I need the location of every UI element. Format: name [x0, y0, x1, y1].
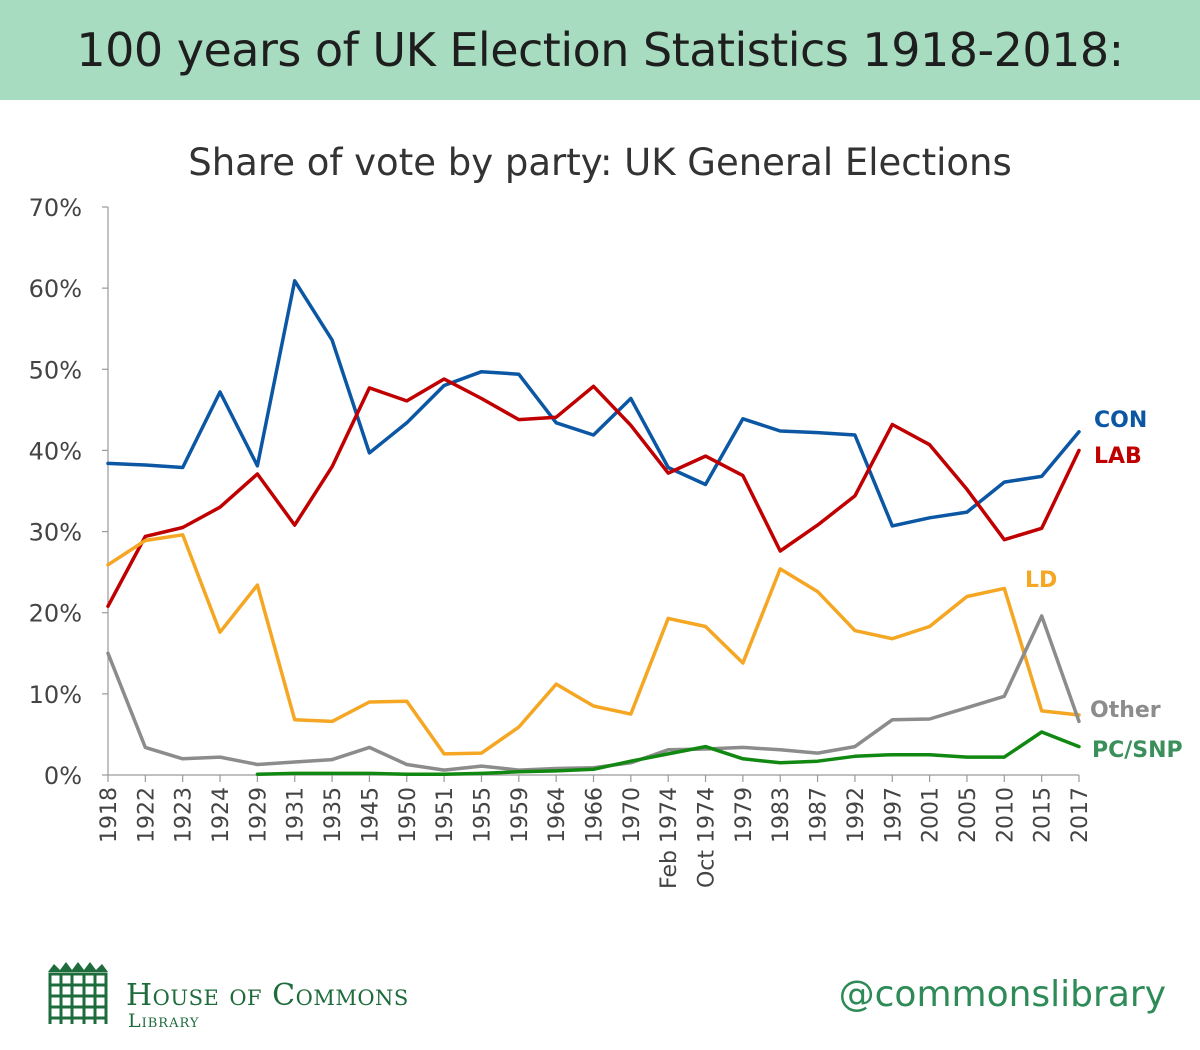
x-tick-label: 2010 — [993, 787, 1018, 843]
x-tick-label: 1922 — [134, 787, 159, 843]
series-line-other — [106, 614, 1081, 772]
x-tick-label: 1945 — [358, 787, 383, 843]
y-tick-label: 0% — [44, 762, 82, 790]
x-tick-label: Oct 1974 — [695, 787, 720, 888]
y-tick-label: 40% — [29, 437, 82, 465]
x-tick-label: 1959 — [508, 787, 533, 843]
y-tick-label: 10% — [29, 681, 82, 709]
chart-series — [106, 279, 1081, 776]
x-tick-label: 1924 — [209, 787, 234, 843]
x-tick-label: 1923 — [172, 787, 197, 843]
portcullis-icon — [48, 962, 108, 1024]
header-banner: 100 years of UK Election Statistics 1918… — [0, 0, 1200, 100]
series-line-pc-snp — [255, 730, 1081, 776]
x-tick-label: 1931 — [284, 787, 309, 843]
chart-title: Share of vote by party: UK General Elect… — [188, 141, 1012, 184]
twitter-handle[interactable]: @commonslibrary — [838, 974, 1166, 1015]
y-tick-label: 60% — [29, 275, 82, 303]
x-tick-label: 1955 — [470, 787, 495, 843]
x-tick-label: 1950 — [396, 787, 421, 843]
x-tick-label: 1970 — [620, 787, 645, 843]
series-label-lab: LAB — [1094, 444, 1142, 469]
x-tick-label: 1983 — [769, 787, 794, 843]
x-tick-label: 2005 — [956, 787, 981, 843]
banner-title: 100 years of UK Election Statistics 1918… — [76, 23, 1124, 77]
x-tick-label: Feb 1974 — [657, 787, 682, 889]
x-tick-label: 2015 — [1031, 787, 1056, 843]
x-tick-label: 1979 — [732, 787, 757, 843]
x-tick-label: 1987 — [807, 787, 832, 843]
y-tick-label: 30% — [29, 519, 82, 547]
x-tick-label: 1964 — [545, 787, 570, 843]
series-line-ld — [106, 533, 1081, 756]
series-label-other: Other — [1090, 698, 1161, 723]
x-tick-label: 2017 — [1068, 787, 1093, 843]
y-tick-label: 70% — [29, 194, 82, 222]
vote-share-chart: Share of vote by party: UK General Elect… — [29, 141, 1183, 889]
x-tick-label: 2001 — [919, 787, 944, 843]
x-tick-label: 1997 — [881, 787, 906, 843]
logo-org-sub: Library — [128, 1010, 200, 1032]
x-tick-label: 1966 — [583, 787, 608, 843]
y-tick-label: 20% — [29, 600, 82, 628]
series-line-con — [106, 279, 1081, 528]
chart-axes: 0% 10% 20% 30% 40% 50% 60% 70% 1918 1922 1923 1924 1… — [29, 194, 1093, 889]
series-line-lab — [106, 377, 1081, 608]
logo-org-name: House of Commons — [126, 978, 409, 1013]
y-tick-label: 50% — [29, 356, 82, 384]
x-tick-label: 1992 — [844, 787, 869, 843]
x-tick-label: 1935 — [321, 787, 346, 843]
x-tick-label: 1929 — [246, 787, 271, 843]
series-label-con: CON — [1094, 408, 1147, 433]
house-of-commons-library-logo: House of Commons Library — [38, 958, 508, 1032]
series-label-pc-snp: PC/SNP — [1092, 738, 1183, 763]
x-tick-label: 1951 — [433, 787, 458, 843]
series-label-ld: LD — [1025, 568, 1057, 593]
x-tick-label: 1918 — [97, 787, 122, 843]
chart-legend-labels: CON LAB LD Other PC/SNP — [1025, 408, 1183, 763]
